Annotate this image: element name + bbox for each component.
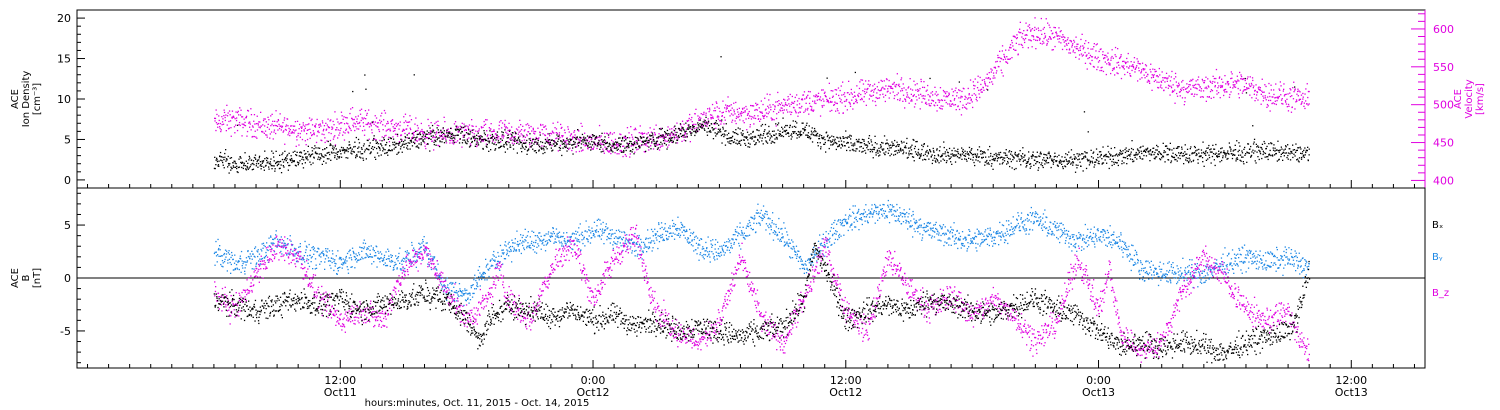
density-tick-label: 20 (57, 12, 71, 25)
density-tick-label: 0 (64, 174, 71, 187)
time-axis: 12:00Oct110:00Oct1212:00Oct120:00Oct1312… (87, 180, 1415, 399)
x-tick-date: Oct12 (829, 386, 862, 399)
x-tick-date: Oct12 (577, 386, 610, 399)
density-axis-title-line: ACE (10, 89, 21, 109)
density-tick-label: 15 (57, 53, 71, 66)
velocity-points (214, 17, 1310, 158)
velocity-axis-title-line: ACE (1453, 89, 1464, 109)
b-tick-label: 5 (64, 219, 71, 232)
b-axis-title-line: ACE (10, 268, 21, 288)
x-tick-date: Oct13 (1335, 386, 1368, 399)
b-axis-title-line: [nT] (32, 268, 43, 288)
b-tick-label: 0 (64, 272, 71, 285)
x-tick-time: 0:00 (581, 374, 606, 387)
legend-entry: Bᵧ (1432, 252, 1443, 263)
velocity-axis-title-line: [km/s] (1475, 83, 1486, 115)
x-tick-time: 12:00 (324, 374, 356, 387)
velocity-tick-label: 500 (1433, 99, 1454, 112)
velocity-tick-label: 600 (1433, 23, 1454, 36)
x-tick-time: 12:00 (830, 374, 862, 387)
velocity-tick-label: 550 (1433, 61, 1454, 74)
density-axis-title-line: Ion Density (21, 71, 32, 128)
x-axis-label: hours:minutes, Oct. 11, 2015 - Oct. 14, … (365, 398, 590, 409)
x-tick-date: Oct13 (1082, 386, 1115, 399)
velocity-tick-label: 400 (1433, 174, 1454, 187)
x-tick-date: Oct11 (324, 386, 357, 399)
density-points (213, 56, 1310, 174)
b-tick-label: -5 (60, 325, 71, 338)
velocity-axis-title: ACE Velocity [km/s] (1453, 79, 1486, 118)
x-tick-time: 0:00 (1086, 374, 1111, 387)
magnetic-field-panel: -5 0 5 ACE B [nT] Bₓ Bᵧ B_z (10, 187, 1449, 369)
b-axis-title-line: B (21, 274, 32, 281)
density-axis-title: ACE Ion Density [cm⁻³] (10, 71, 43, 128)
by-points (213, 199, 1310, 307)
velocity-axis-title-line: Velocity (1464, 79, 1475, 118)
density-tick-label: 10 (57, 93, 71, 106)
density-axis-title-line: [cm⁻³] (32, 83, 43, 115)
legend-entry: Bₓ (1432, 220, 1443, 231)
velocity-tick-label: 450 (1433, 137, 1454, 150)
bx-points (213, 242, 1311, 364)
legend-entry: B_z (1432, 288, 1449, 299)
density-tick-label: 5 (64, 133, 71, 146)
b-axis-title: ACE B [nT] (10, 268, 43, 288)
x-tick-time: 12:00 (1335, 374, 1367, 387)
